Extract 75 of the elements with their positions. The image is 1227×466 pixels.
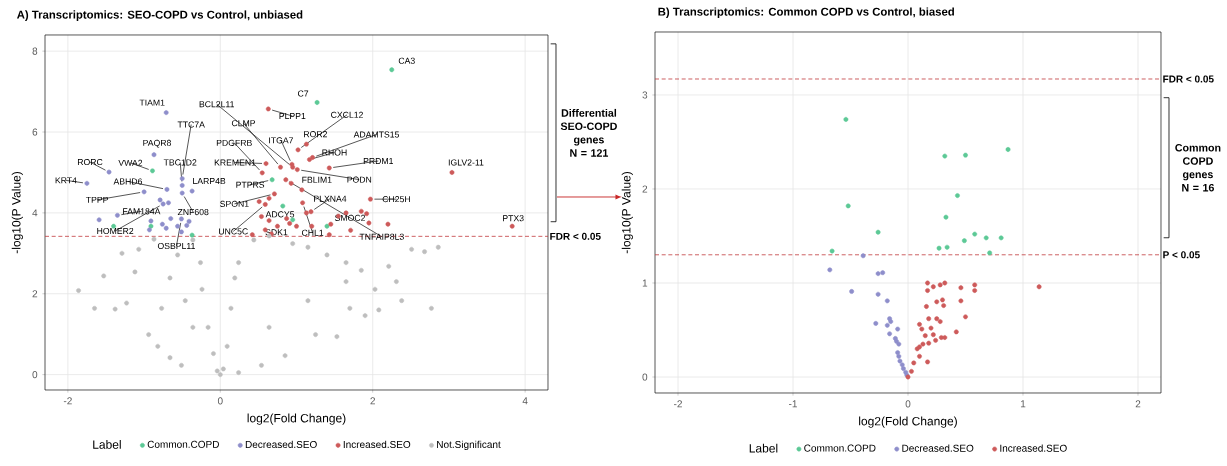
annotation: CH25H	[382, 196, 410, 203]
annotation: PDGFRB	[216, 139, 252, 146]
chart-title: B) Transcriptomics: Common COPD vs Control, biased	[658, 7, 954, 18]
annotation: RORC	[77, 158, 103, 166]
annotation: PTX3	[503, 215, 524, 222]
y-tick-label: 2	[642, 185, 648, 193]
annotation: HOMER2	[97, 227, 134, 235]
ref-line-label: FDR < 0.05	[550, 232, 601, 240]
annotation: PAQR8	[143, 139, 171, 148]
x-tick-label: -2	[674, 400, 682, 408]
annotation: PLXNA4	[314, 195, 347, 202]
legend-title: Label	[93, 439, 121, 449]
legend-label: Not.Significant	[437, 440, 501, 450]
y-tick-label: 8	[32, 47, 38, 55]
x-tick-label: 4	[522, 397, 528, 405]
annotation: ZNF608	[177, 209, 209, 216]
ref-line-label: FDR < 0.05	[1163, 75, 1214, 83]
annotation: OSBPL11	[157, 242, 195, 250]
y-axis-title: -log10(P Value)	[11, 171, 23, 254]
annotation: ADCY5	[265, 211, 295, 218]
annotation: ROR2	[304, 131, 327, 138]
ref-line-label: P < 0.05	[1163, 251, 1200, 259]
x-tick-label: 0	[905, 400, 911, 408]
legend-label: Common.COPD	[804, 444, 876, 452]
legend-label: Decreased.SEO	[902, 444, 974, 452]
annotation: PTPRS	[236, 181, 265, 188]
x-axis-title: log2(Fold Change)	[247, 413, 346, 425]
y-tick-label: 4	[32, 209, 38, 217]
legend-title: Label	[749, 443, 778, 453]
annotation: SPON1	[220, 200, 249, 207]
y-axis-title: -log10(P Value)	[621, 171, 633, 254]
chart-title: A) Transcriptomics: SEO-COPD vs Control, unbiased	[17, 10, 303, 21]
x-tick-label: 0	[217, 397, 223, 405]
y-tick-label: 1	[642, 279, 648, 287]
annotation: TNFAIP8L3	[359, 233, 404, 240]
annotation: FBLIM1	[302, 176, 332, 183]
annotation: CLMP	[231, 120, 256, 127]
annotation: LARP4B	[193, 178, 226, 185]
annotation: CXCL12	[331, 111, 363, 118]
x-tick-label: 2	[370, 397, 375, 405]
x-tick-label: -2	[63, 397, 72, 405]
annotation: UNC5C	[219, 228, 248, 235]
annotation: CA3	[398, 57, 415, 64]
legend-label: Decreased.SEO	[245, 440, 317, 449]
x-axis-title: log2(Fold Change)	[859, 416, 957, 428]
annotation: ABHD6	[113, 178, 143, 185]
legend-label: Common.COPD	[147, 440, 219, 448]
annotation: TBC1D2	[163, 159, 197, 166]
annotation: ADAMTS15	[353, 131, 400, 138]
y-tick-label: 6	[32, 128, 38, 136]
x-tick-label: 2	[1135, 400, 1141, 408]
y-tick-label: 2	[32, 290, 38, 298]
annotation: KRT4	[55, 177, 77, 184]
text: Common COPD genes N = 16	[1175, 143, 1221, 192]
x-tick-label: 1	[1020, 400, 1026, 408]
annotation: SMOC2	[335, 214, 365, 221]
annotation: PLPP1	[279, 113, 306, 119]
x-tick-label: -1	[789, 400, 797, 408]
annotation: BCL2L11	[199, 101, 235, 108]
annotation: PODN	[347, 176, 372, 183]
annotation: IGLV2-11	[448, 159, 484, 166]
annotation: C7	[297, 90, 309, 97]
y-tick-label: 3	[642, 91, 648, 99]
annotation: ITGA7	[269, 137, 294, 144]
annotation: TIAM1	[139, 99, 165, 106]
annotation: VWA2	[118, 159, 143, 166]
annotation: PRDM1	[363, 158, 394, 164]
annotation: CHL1	[301, 229, 324, 236]
legend-label: Increased.SEO	[343, 440, 411, 449]
annotation: TTC7A	[177, 121, 205, 128]
y-tick-label: 0	[32, 371, 38, 379]
annotation: TPPP	[85, 196, 108, 203]
y-tick-label: 0	[642, 373, 648, 381]
legend-label: Increased.SEO	[1000, 444, 1067, 452]
text: Differential SEO-COPD genes N = 121	[560, 108, 617, 157]
